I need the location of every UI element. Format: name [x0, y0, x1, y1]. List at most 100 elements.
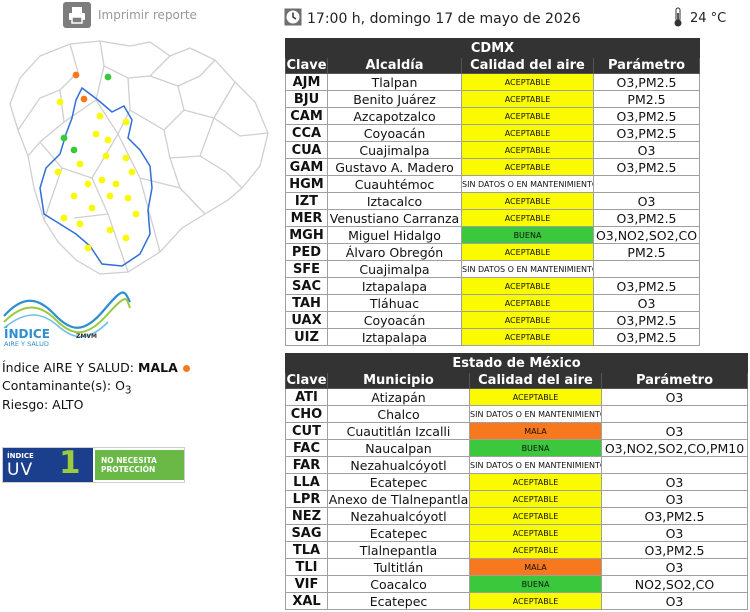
air-quality-badge: ACEPTABLE [469, 473, 602, 491]
parameter-list: O3,PM2.5 [592, 277, 701, 295]
parameter-list: O3,PM2.5 [592, 124, 701, 142]
station-name: Anexo de Tlalnepantla [327, 490, 470, 508]
table-row: MER Venustiano Carranza ACEPTABLE O3,PM2.5 [285, 209, 701, 227]
air-quality-map[interactable] [0, 38, 280, 278]
air-index-summary: Índice AIRE Y SALUD: MALA [2, 360, 190, 375]
station-marker[interactable] [60, 134, 68, 142]
municipality-borders [9, 40, 269, 275]
station-marker[interactable] [106, 226, 114, 234]
station-code: HGM [285, 175, 328, 193]
air-quality-badge: MALA [469, 422, 602, 440]
station-marker[interactable] [70, 146, 78, 154]
status-dot-icon [182, 365, 190, 372]
station-marker[interactable] [76, 160, 84, 168]
table-row: ATI Atizapán ACEPTABLE O3 [285, 388, 748, 406]
table-row: CAM Azcapotzalco ACEPTABLE O3,PM2.5 [285, 107, 701, 125]
temperature: 24 °C [690, 11, 727, 26]
station-code: MGH [285, 226, 328, 244]
column-header-clave: Clave [285, 57, 328, 74]
station-marker[interactable] [132, 210, 140, 218]
contaminant-subscript: 3 [124, 384, 132, 397]
air-quality-badge: ACEPTABLE [461, 192, 594, 210]
air-quality-badge: ACEPTABLE [461, 277, 594, 295]
station-name: Cuauhtémoc [327, 175, 462, 193]
report-datetime: 17:00 h, domingo 17 de mayo de 2026 [307, 11, 581, 27]
station-marker[interactable] [124, 194, 132, 202]
contaminant-label: Contaminante(s): [2, 378, 112, 393]
risk-value: ALTO [52, 397, 84, 412]
air-quality-badge: BUENA [469, 439, 602, 457]
station-marker[interactable] [102, 152, 110, 160]
air-quality-badge: ACEPTABLE [469, 507, 602, 525]
station-marker[interactable] [112, 180, 120, 188]
parameter-list: O3 [601, 524, 748, 542]
table-row: AJM Tlalpan ACEPTABLE O3,PM2.5 [285, 73, 701, 91]
air-quality-badge: ACEPTABLE [461, 209, 594, 227]
parameter-list [601, 405, 748, 423]
station-code: UAX [285, 311, 328, 329]
table-row: CUA Cuajimalpa ACEPTABLE O3 [285, 141, 701, 159]
parameter-list: NO2,SO2,CO [601, 575, 748, 593]
table-row: CUT Cuautitlán Izcalli MALA O3 [285, 422, 748, 440]
table-row: CCA Coyoacán ACEPTABLE O3,PM2.5 [285, 124, 701, 142]
station-name: Tlalpan [327, 73, 462, 91]
parameter-list: O3 [592, 141, 701, 159]
air-quality-badge: ACEPTABLE [469, 592, 602, 610]
table-row: MGH Miguel Hidalgo BUENA O3,NO2,SO2,CO [285, 226, 701, 244]
table-row: LPR Anexo de Tlalnepantla ACEPTABLE O3 [285, 490, 748, 508]
station-name: Benito Juárez [327, 90, 462, 108]
station-marker[interactable] [60, 214, 68, 222]
station-name: Ecatepec [327, 592, 470, 610]
station-marker[interactable] [84, 244, 92, 252]
print-label[interactable]: Imprimir reporte [98, 8, 197, 22]
station-code: GAM [285, 158, 328, 176]
uv-value: 1 [59, 445, 81, 481]
station-marker[interactable] [54, 168, 62, 176]
cdmx-boundary-line [39, 86, 153, 267]
table-row: TLI Tultitlán MALA O3 [285, 558, 748, 576]
station-marker[interactable] [56, 98, 64, 106]
table-row: BJU Benito Juárez ACEPTABLE PM2.5 [285, 90, 701, 108]
station-code: CCA [285, 124, 328, 142]
air-quality-badge: ACEPTABLE [461, 90, 594, 108]
station-marker[interactable] [98, 176, 106, 184]
station-code: LPR [285, 490, 328, 508]
uv-label-big: UV [7, 460, 34, 480]
station-name: Iztapalapa [327, 328, 462, 346]
air-quality-badge: ACEPTABLE [461, 243, 594, 261]
station-marker[interactable] [72, 71, 80, 79]
station-marker[interactable] [122, 234, 130, 242]
station-marker[interactable] [96, 112, 104, 120]
parameter-list [601, 456, 748, 474]
station-code: TLI [285, 558, 328, 576]
station-marker[interactable] [122, 154, 130, 162]
station-marker[interactable] [106, 192, 114, 200]
station-marker[interactable] [70, 192, 78, 200]
station-marker[interactable] [128, 168, 136, 176]
station-marker[interactable] [76, 220, 84, 228]
table-row: SFE Cuajimalpa SIN DATOS O EN MANTENIMIENT… [285, 260, 701, 278]
table-row: SAC Iztapalapa ACEPTABLE O3,PM2.5 [285, 277, 701, 295]
print-button[interactable] [63, 2, 91, 28]
table-row: NEZ Nezahualcóyotl ACEPTABLE O3,PM2.5 [285, 507, 748, 525]
parameter-list: O3 [601, 388, 748, 406]
station-marker[interactable] [104, 73, 112, 81]
air-quality-badge: ACEPTABLE [461, 107, 594, 125]
station-marker[interactable] [122, 118, 130, 126]
station-code: FAR [285, 456, 328, 474]
air-quality-badge: ACEPTABLE [469, 524, 602, 542]
table-row: HGM Cuauhtémoc SIN DATOS O EN MANTENIMIENT… [285, 175, 701, 193]
station-code: ATI [285, 388, 328, 406]
station-code: TLA [285, 541, 328, 559]
station-marker[interactable] [88, 204, 96, 212]
station-name: Tlalnepantla [327, 541, 470, 559]
station-marker[interactable] [104, 136, 112, 144]
station-name: Chalco [327, 405, 470, 423]
air-quality-badge: ACEPTABLE [461, 141, 594, 159]
station-marker[interactable] [92, 130, 100, 138]
station-code: CAM [285, 107, 328, 125]
station-marker[interactable] [84, 180, 92, 188]
brand-line1: ÍNDICE [4, 326, 50, 341]
station-marker[interactable] [80, 95, 88, 103]
station-code: VIF [285, 575, 328, 593]
